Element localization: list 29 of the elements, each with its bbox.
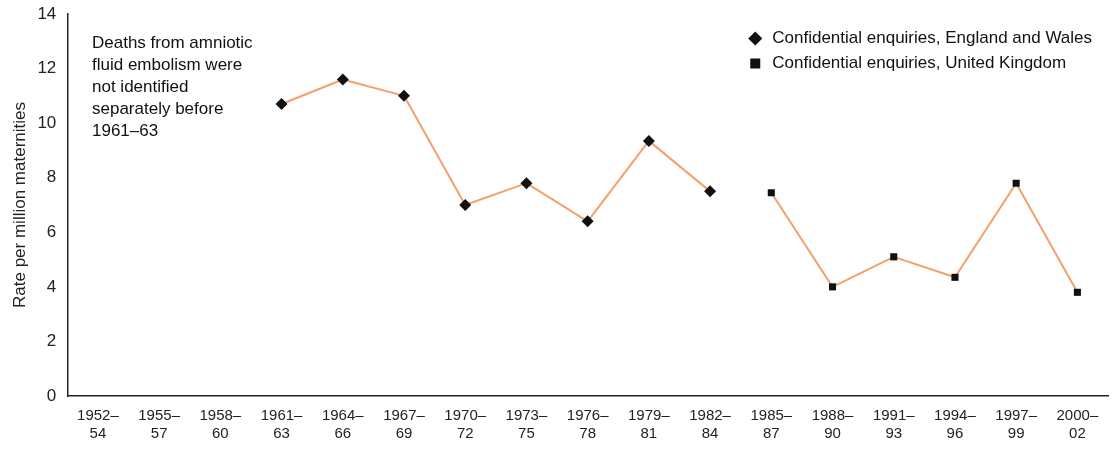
- x-tick-label: 1973–75: [505, 406, 548, 442]
- x-tick-label: 1964–66: [321, 406, 365, 442]
- x-tick-label: 1955–57: [138, 406, 181, 442]
- x-tick-label: 1958–60: [199, 406, 242, 442]
- x-tick-label: 1991–93: [872, 406, 916, 442]
- y-tick-label: 2: [46, 331, 57, 351]
- annotation: Deaths from amniotic fluid embolism were not identified separately before 1961–63: [92, 32, 254, 142]
- x-tick-label: 1988–90: [811, 406, 855, 442]
- x-tick-label: 1967–69: [383, 406, 426, 442]
- y-tick-label: 6: [46, 221, 57, 241]
- x-tick-label: 1994–96: [934, 406, 977, 442]
- x-tick-label: 1982–84: [689, 406, 732, 442]
- y-tick-label: 14: [37, 3, 57, 23]
- legend-label: Confidential enquiries, United Kingdom: [772, 53, 1067, 73]
- x-tick-label: 1952–54: [77, 406, 120, 442]
- y-tick-label: 12: [37, 58, 57, 78]
- y-tick-label: 4: [46, 276, 57, 296]
- x-tick-label: 2000–02: [1056, 406, 1099, 442]
- y-tick-label: 10: [37, 112, 57, 132]
- legend-label: Confidential enquiries, England and Wales: [772, 28, 1093, 48]
- x-tick-label: 1985–87: [750, 406, 793, 442]
- x-tick-label: 1970–72: [444, 406, 487, 442]
- x-tick-label: 1979–81: [628, 406, 671, 442]
- y-axis-title: Rate per million maternities: [9, 102, 29, 308]
- y-tick-label: 8: [46, 167, 57, 187]
- x-tick-label: 1976–78: [566, 406, 610, 442]
- y-tick-label: 0: [46, 385, 57, 405]
- x-tick-label: 1997–99: [995, 406, 1038, 442]
- x-tick-label: 1961–63: [260, 406, 304, 442]
